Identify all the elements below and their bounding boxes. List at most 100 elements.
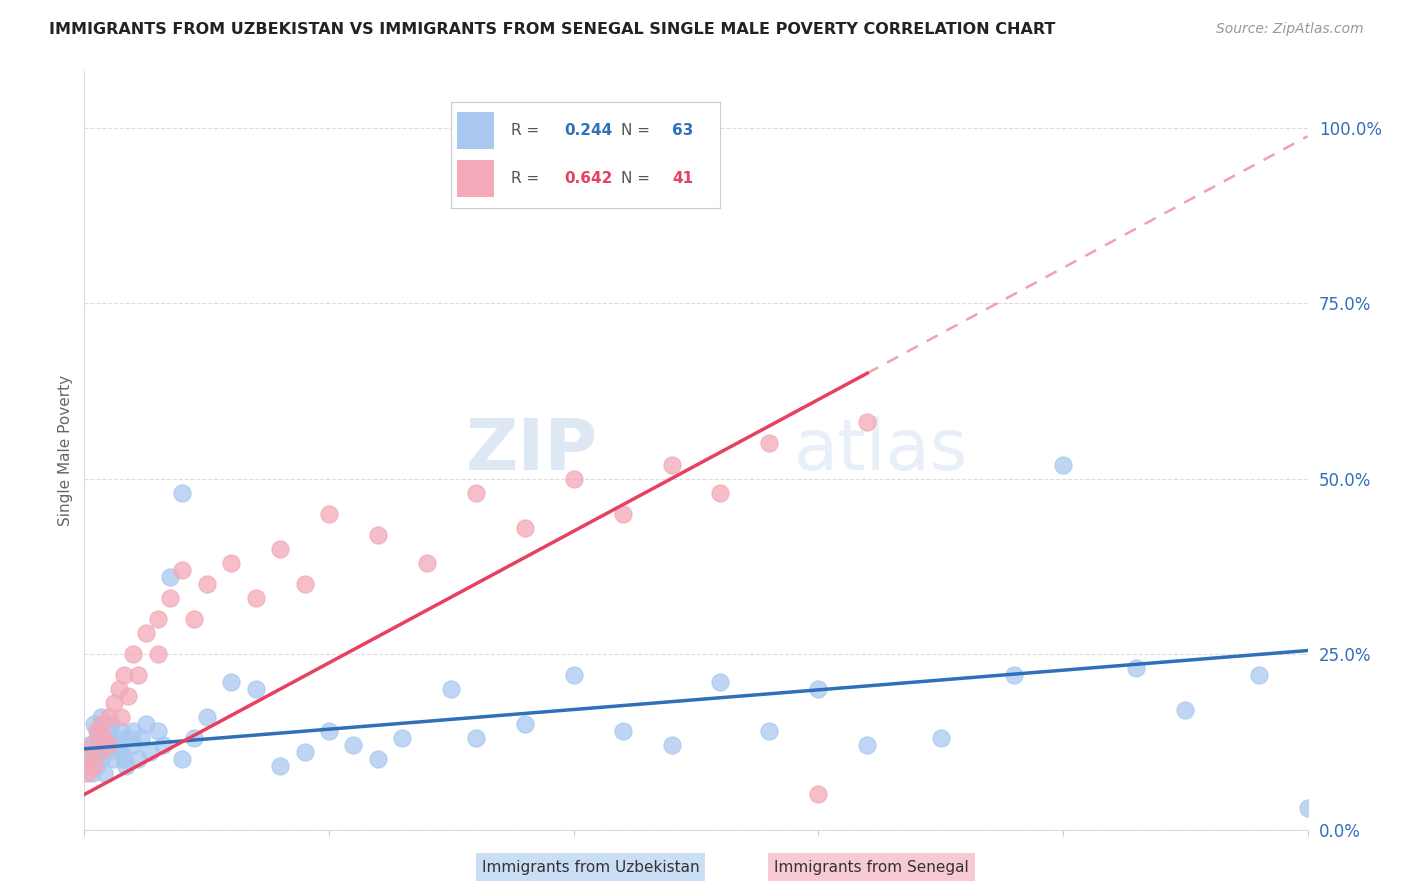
Point bbox=[86, 759, 108, 773]
Point bbox=[87, 724, 110, 739]
Text: IMMIGRANTS FROM UZBEKISTAN VS IMMIGRANTS FROM SENEGAL SINGLE MALE POVERTY CORREL: IMMIGRANTS FROM UZBEKISTAN VS IMMIGRANTS… bbox=[49, 22, 1056, 37]
Point bbox=[107, 682, 129, 697]
Point bbox=[129, 731, 152, 746]
Point bbox=[97, 739, 120, 753]
Point bbox=[117, 731, 139, 746]
Point bbox=[96, 745, 118, 759]
Point bbox=[105, 731, 128, 746]
Point bbox=[342, 739, 364, 753]
Point bbox=[219, 556, 242, 570]
Point bbox=[80, 739, 103, 753]
Point bbox=[139, 745, 162, 759]
Text: Immigrants from Senegal: Immigrants from Senegal bbox=[775, 860, 969, 874]
Point bbox=[90, 710, 112, 724]
Point bbox=[513, 521, 536, 535]
Point bbox=[1002, 668, 1025, 682]
Point bbox=[294, 577, 316, 591]
Point bbox=[127, 752, 149, 766]
Point bbox=[807, 682, 830, 697]
Point bbox=[146, 612, 169, 626]
Point bbox=[709, 675, 731, 690]
Point bbox=[1052, 458, 1074, 472]
Point bbox=[122, 739, 145, 753]
Point bbox=[97, 724, 120, 739]
Point bbox=[100, 717, 122, 731]
Point bbox=[416, 556, 439, 570]
Point bbox=[1174, 703, 1197, 717]
Point bbox=[152, 739, 174, 753]
Point bbox=[93, 731, 115, 746]
Point bbox=[245, 591, 267, 605]
Point bbox=[80, 766, 103, 780]
Point bbox=[440, 682, 463, 697]
Point bbox=[172, 563, 194, 577]
Point bbox=[856, 416, 879, 430]
Point bbox=[103, 696, 125, 710]
Point bbox=[90, 717, 112, 731]
Point bbox=[929, 731, 952, 746]
Point bbox=[612, 724, 634, 739]
Point bbox=[183, 731, 205, 746]
Y-axis label: Single Male Poverty: Single Male Poverty bbox=[58, 375, 73, 526]
Point bbox=[318, 507, 340, 521]
Text: Immigrants from Uzbekistan: Immigrants from Uzbekistan bbox=[482, 860, 699, 874]
Point bbox=[83, 745, 105, 759]
Point bbox=[159, 591, 181, 605]
Point bbox=[159, 570, 181, 584]
Point bbox=[90, 752, 112, 766]
Point bbox=[1125, 661, 1147, 675]
Point bbox=[661, 739, 683, 753]
Point bbox=[562, 668, 585, 682]
Text: Source: ZipAtlas.com: Source: ZipAtlas.com bbox=[1216, 22, 1364, 37]
Point bbox=[83, 759, 105, 773]
Point bbox=[219, 675, 242, 690]
Point bbox=[195, 710, 218, 724]
Text: atlas: atlas bbox=[794, 416, 969, 485]
Point bbox=[127, 668, 149, 682]
Point bbox=[367, 752, 389, 766]
Point bbox=[97, 710, 120, 724]
Point bbox=[172, 752, 194, 766]
Point bbox=[77, 739, 100, 753]
Point bbox=[107, 739, 129, 753]
Point bbox=[86, 724, 108, 739]
Point bbox=[807, 788, 830, 802]
Point bbox=[758, 724, 780, 739]
Point bbox=[135, 717, 157, 731]
Point bbox=[83, 717, 105, 731]
Point bbox=[110, 745, 132, 759]
Text: ZIP: ZIP bbox=[465, 416, 598, 485]
Point bbox=[93, 766, 115, 780]
Point bbox=[612, 507, 634, 521]
Point bbox=[245, 682, 267, 697]
Point bbox=[709, 485, 731, 500]
Point bbox=[112, 752, 135, 766]
Point bbox=[122, 647, 145, 661]
Point bbox=[172, 485, 194, 500]
Point bbox=[661, 458, 683, 472]
Point bbox=[97, 739, 120, 753]
Point bbox=[86, 731, 108, 746]
Point bbox=[87, 745, 110, 759]
Point bbox=[318, 724, 340, 739]
Point bbox=[115, 759, 138, 773]
Point bbox=[110, 710, 132, 724]
Point bbox=[76, 752, 98, 766]
Point bbox=[103, 752, 125, 766]
Point bbox=[464, 485, 486, 500]
Point bbox=[391, 731, 413, 746]
Point bbox=[146, 724, 169, 739]
Point bbox=[77, 752, 100, 766]
Point bbox=[464, 731, 486, 746]
Point bbox=[195, 577, 218, 591]
Point bbox=[146, 647, 169, 661]
Point bbox=[856, 739, 879, 753]
Point bbox=[110, 724, 132, 739]
Point bbox=[269, 759, 291, 773]
Point bbox=[269, 541, 291, 556]
Point bbox=[117, 689, 139, 703]
Point bbox=[1247, 668, 1270, 682]
Point bbox=[122, 724, 145, 739]
Point bbox=[367, 527, 389, 541]
Point bbox=[294, 745, 316, 759]
